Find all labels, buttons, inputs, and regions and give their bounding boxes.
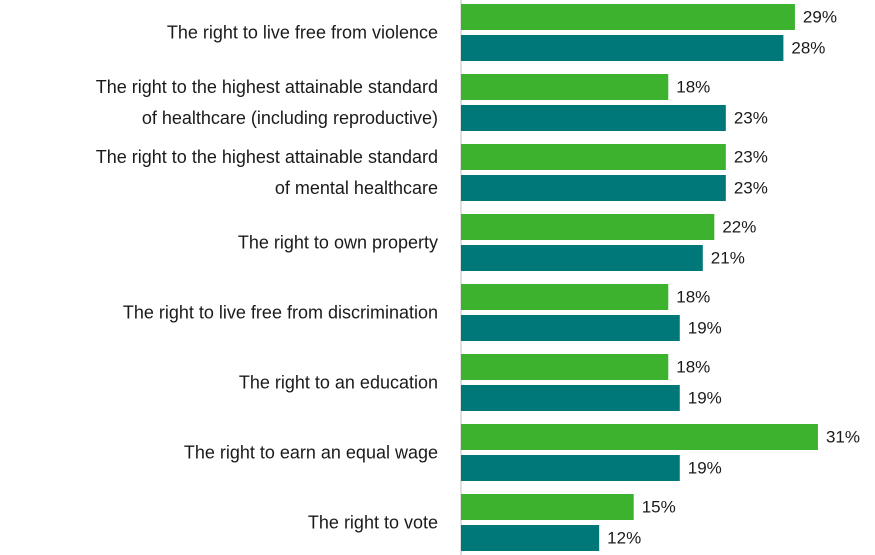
- category-label: The right to live free from discriminati…: [122, 302, 438, 322]
- value-label: 19%: [688, 318, 722, 337]
- bar: [461, 525, 600, 551]
- bar: [461, 105, 726, 131]
- category-label: The right to an education: [238, 372, 438, 392]
- value-label: 23%: [734, 178, 768, 197]
- value-label: 22%: [722, 217, 756, 236]
- category-label: The right to vote: [307, 512, 438, 532]
- bar: [461, 245, 703, 271]
- bar: [461, 354, 669, 380]
- category-label: The right to the highest attainable stan…: [95, 76, 438, 128]
- value-label: 19%: [688, 388, 722, 407]
- category-label: The right to own property: [237, 232, 438, 252]
- bar: [461, 214, 715, 240]
- value-label: 28%: [791, 38, 825, 57]
- bar: [461, 144, 726, 170]
- value-label: 18%: [676, 287, 710, 306]
- bar: [461, 35, 784, 61]
- value-label: 29%: [803, 7, 837, 26]
- bar: [461, 494, 634, 520]
- bar: [461, 315, 680, 341]
- value-label: 15%: [642, 497, 676, 516]
- bar: [461, 455, 680, 481]
- category-label: The right to live free from violence: [166, 22, 438, 42]
- value-label: 18%: [676, 357, 710, 376]
- category-label: The right to earn an equal wage: [183, 442, 438, 462]
- bar: [461, 424, 818, 450]
- bar: [461, 175, 726, 201]
- category-label: The right to the highest attainable stan…: [95, 146, 438, 198]
- value-label: 31%: [826, 427, 860, 446]
- value-label: 21%: [711, 248, 745, 267]
- bar: [461, 4, 795, 30]
- bar: [461, 284, 669, 310]
- value-label: 23%: [734, 108, 768, 127]
- value-label: 19%: [688, 458, 722, 477]
- value-label: 18%: [676, 77, 710, 96]
- bar: [461, 74, 669, 100]
- value-label: 12%: [607, 528, 641, 547]
- value-label: 23%: [734, 147, 768, 166]
- bar: [461, 385, 680, 411]
